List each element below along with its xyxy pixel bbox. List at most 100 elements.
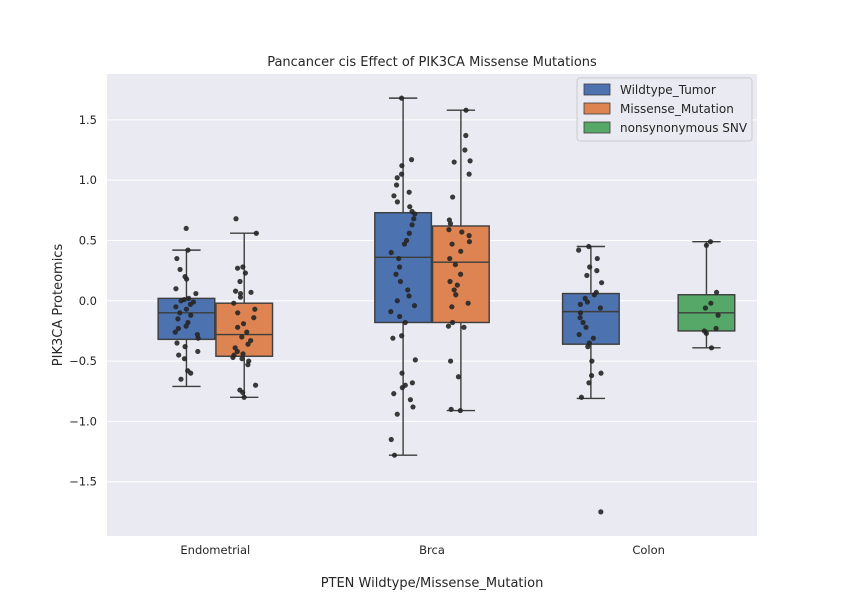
data-point <box>397 278 404 285</box>
data-point <box>186 295 192 301</box>
data-point <box>195 335 201 341</box>
data-point <box>399 333 405 339</box>
data-point <box>407 397 414 403</box>
x-tick-label: Colon <box>632 543 665 557</box>
data-point <box>193 290 199 297</box>
data-point <box>239 356 245 362</box>
data-point <box>594 255 600 262</box>
data-point <box>401 241 408 247</box>
y-tick-label: 0.5 <box>79 233 97 247</box>
data-point <box>394 298 400 304</box>
y-tick-label: 0.0 <box>79 294 97 308</box>
data-point <box>188 312 194 318</box>
legend-label-wildtype: Wildtype_Tumor <box>620 83 716 97</box>
data-point <box>453 292 459 298</box>
data-point <box>234 265 241 271</box>
data-point <box>463 107 469 113</box>
data-point <box>245 341 251 347</box>
data-point <box>448 406 454 412</box>
data-point <box>405 287 411 293</box>
data-point <box>597 305 603 311</box>
data-point <box>466 233 472 239</box>
data-point <box>245 362 251 368</box>
data-point <box>462 147 468 153</box>
data-point <box>599 280 605 286</box>
data-point <box>177 310 183 316</box>
data-point <box>708 300 714 306</box>
data-point <box>590 335 596 341</box>
data-point <box>465 300 471 306</box>
data-point <box>466 239 473 245</box>
x-tick-label: Brca <box>419 543 445 557</box>
data-point <box>187 301 193 307</box>
data-point <box>406 230 412 236</box>
x-tick-label: Endometrial <box>180 543 250 557</box>
data-point <box>463 132 469 139</box>
data-point <box>449 319 456 326</box>
data-point <box>584 272 590 279</box>
legend-swatch-wildtype <box>583 83 611 96</box>
data-point <box>457 407 463 414</box>
legend-label-snv: nonsynonymous SNV <box>620 121 748 135</box>
data-point <box>252 382 259 388</box>
data-point <box>702 305 709 311</box>
data-point <box>467 158 473 164</box>
data-point <box>235 324 241 330</box>
data-point <box>393 182 400 188</box>
y-tick-label: 1.5 <box>79 113 97 127</box>
data-point <box>402 319 408 326</box>
data-point <box>412 357 418 363</box>
data-point <box>409 380 415 386</box>
data-point <box>577 310 584 316</box>
data-point <box>240 321 247 327</box>
data-point <box>390 335 396 341</box>
box-iqr <box>215 302 274 357</box>
data-point <box>703 330 709 336</box>
data-point <box>397 313 403 320</box>
data-point <box>398 171 405 177</box>
data-point <box>577 301 583 307</box>
data-point <box>399 370 405 376</box>
data-point <box>184 276 190 282</box>
data-point <box>240 264 246 270</box>
data-point <box>449 304 455 310</box>
data-point <box>388 309 394 315</box>
y-tick-label: 1.0 <box>79 173 97 187</box>
data-point <box>399 385 405 391</box>
data-point <box>391 452 398 458</box>
data-point <box>237 290 244 297</box>
data-point <box>576 247 582 253</box>
data-point <box>713 289 720 295</box>
data-point <box>447 220 454 227</box>
data-point <box>248 337 254 344</box>
data-point <box>447 278 453 285</box>
data-point <box>391 391 397 397</box>
box-iqr <box>157 297 216 341</box>
data-point <box>176 352 182 358</box>
data-point <box>185 247 191 253</box>
data-point <box>182 344 188 350</box>
data-point <box>237 278 243 285</box>
data-point <box>446 227 452 233</box>
y-tick-label: −0.5 <box>69 354 97 368</box>
data-point <box>233 216 239 222</box>
data-point <box>239 334 245 340</box>
legend-label-missense: Missense_Mutation <box>620 102 734 116</box>
data-point <box>447 358 454 364</box>
data-point <box>173 286 179 292</box>
data-point <box>586 380 592 386</box>
data-point <box>445 323 452 329</box>
y-tick-labels: 1.5 1.0 0.5 0.0 −0.5 −1.0 −1.5 <box>69 113 97 489</box>
data-point <box>455 374 462 380</box>
data-point <box>177 266 183 273</box>
data-point <box>241 394 247 400</box>
data-point <box>577 315 583 321</box>
data-point <box>450 194 456 200</box>
data-point <box>178 376 184 382</box>
data-point <box>172 329 178 335</box>
data-point <box>183 323 189 329</box>
data-point <box>586 243 592 250</box>
data-point <box>454 282 460 288</box>
data-point <box>578 394 585 400</box>
data-point <box>580 319 586 326</box>
